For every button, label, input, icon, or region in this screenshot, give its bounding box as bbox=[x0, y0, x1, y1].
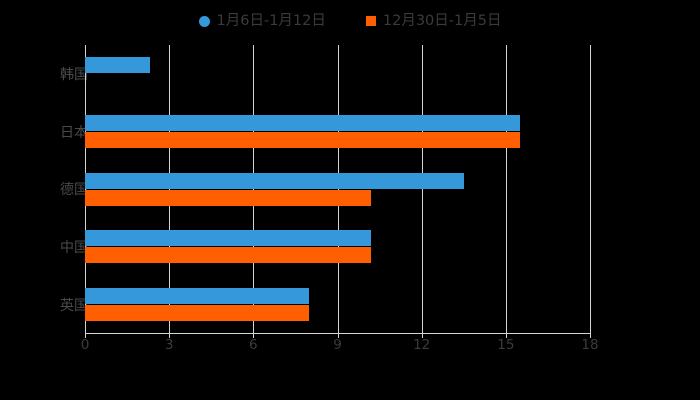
x-axis-tick-6 bbox=[590, 333, 591, 338]
gridline-x-2 bbox=[253, 45, 255, 333]
x-axis-tick-5 bbox=[505, 333, 507, 338]
bar-英国-series-0[interactable] bbox=[85, 287, 310, 304]
legend-square-marker-icon bbox=[365, 16, 376, 26]
x-axis-tick-4 bbox=[421, 333, 423, 338]
y-axis-label-2: 德国 bbox=[60, 182, 88, 198]
gridline-x-4 bbox=[421, 45, 423, 333]
y-axis-label-3: 中国 bbox=[60, 240, 88, 256]
bar-德国-series-1[interactable] bbox=[85, 189, 372, 206]
x-axis-tick-0 bbox=[85, 333, 86, 338]
gridline-x-3 bbox=[337, 45, 339, 333]
x-axis-tick-label-0: 0 bbox=[80, 337, 90, 353]
legend-label-series-0: 1月6日-1月12日 bbox=[216, 12, 326, 29]
x-axis-tick-label-2: 6 bbox=[249, 337, 258, 353]
x-axis-tick-label-1: 3 bbox=[164, 337, 174, 353]
x-axis-tick-label-6: 18 bbox=[581, 337, 599, 353]
x-axis-tick-2 bbox=[253, 333, 255, 338]
bar-日本-series-1[interactable] bbox=[85, 131, 520, 148]
bar-韩国-series-0[interactable] bbox=[85, 57, 150, 74]
x-axis-tick-1 bbox=[169, 333, 171, 338]
legend-item-series-1[interactable]: 12月30日-1月5日 bbox=[365, 12, 502, 29]
bar-英国-series-1[interactable] bbox=[85, 304, 310, 321]
y-axis-label-0: 韩国 bbox=[60, 67, 88, 83]
x-axis-tick-label-5: 15 bbox=[497, 337, 515, 353]
gridline-x-6 bbox=[590, 45, 591, 333]
chart-legend: 1月6日-1月12日 12月30日-1月5日 bbox=[0, 8, 700, 34]
x-axis-tick-label-4: 12 bbox=[413, 337, 431, 353]
y-axis-label-4: 英国 bbox=[60, 298, 88, 314]
bar-中国-series-0[interactable] bbox=[85, 230, 372, 247]
gridline-x-0 bbox=[85, 45, 86, 333]
legend-circle-marker-icon bbox=[198, 15, 210, 27]
gridline-x-5 bbox=[505, 45, 507, 333]
y-axis-label-1: 日本 bbox=[60, 125, 88, 141]
legend-label-series-1: 12月30日-1月5日 bbox=[382, 12, 502, 29]
gridline-x-1 bbox=[169, 45, 171, 333]
plot-area bbox=[85, 45, 591, 333]
x-axis-tick-label-3: 9 bbox=[333, 337, 342, 353]
bar-日本-series-0[interactable] bbox=[85, 114, 520, 131]
bar-德国-series-0[interactable] bbox=[85, 172, 464, 189]
legend-item-series-0[interactable]: 1月6日-1月12日 bbox=[198, 12, 326, 29]
x-axis-tick-3 bbox=[337, 333, 339, 338]
bar-中国-series-1[interactable] bbox=[85, 247, 372, 264]
